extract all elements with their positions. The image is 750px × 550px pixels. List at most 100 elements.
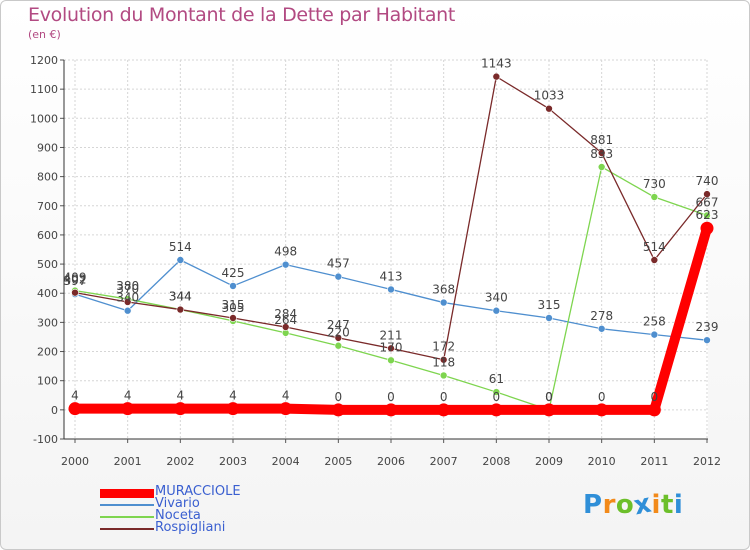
data-label-vivario: 278 <box>590 309 613 323</box>
data-point-muracciole <box>489 403 503 417</box>
x-tick-label: 2000 <box>61 455 89 468</box>
data-label-rospigliani: 740 <box>696 174 719 188</box>
data-label-muracciole: 0 <box>440 390 448 404</box>
x-tick-label: 2003 <box>219 455 247 468</box>
data-label-rospigliani: 402 <box>64 273 87 287</box>
data-point-rospigliani <box>281 323 290 331</box>
data-point-muracciole <box>121 402 135 416</box>
data-point-rospigliani <box>176 305 185 314</box>
data-point-muracciole <box>331 403 345 417</box>
data-label-vivario: 368 <box>432 283 455 297</box>
data-point-rospigliani <box>439 355 448 364</box>
data-label-rospigliani: 315 <box>222 298 245 312</box>
data-label-muracciole: 0 <box>598 390 606 404</box>
y-tick-label: 1000 <box>30 112 58 125</box>
x-tick-label: 2006 <box>377 455 405 468</box>
data-label-rospigliani: 284 <box>274 307 297 321</box>
data-label-noceta: 61 <box>489 372 504 386</box>
data-point-vivario <box>439 298 448 307</box>
data-label-vivario: 498 <box>274 245 297 259</box>
data-point-rospigliani <box>71 288 79 297</box>
data-point-vivario <box>334 272 343 281</box>
data-point-vivario <box>229 282 237 290</box>
data-point-rospigliani <box>387 344 395 353</box>
data-label-muracciole: 0 <box>651 390 659 404</box>
data-point-vivario <box>123 306 132 315</box>
data-point-noceta <box>650 193 659 201</box>
data-point-muracciole <box>68 402 82 416</box>
data-label-noceta: 264 <box>274 313 297 327</box>
data-label-muracciole: 0 <box>335 390 343 404</box>
y-tick-label: 300 <box>37 316 58 329</box>
data-label-vivario: 340 <box>116 291 139 305</box>
y-tick-label: 900 <box>37 141 58 154</box>
y-tick-label: 0 <box>51 404 58 417</box>
data-label-muracciole: 4 <box>177 389 185 403</box>
y-tick-label: 700 <box>37 200 58 213</box>
data-point-rospigliani <box>492 72 501 81</box>
data-label-muracciole: 623 <box>696 208 719 222</box>
data-label-rospigliani: 370 <box>116 282 139 296</box>
x-tick-label: 2009 <box>535 455 563 468</box>
data-point-muracciole <box>437 403 451 417</box>
x-tick-label: 2007 <box>430 455 458 468</box>
data-label-rospigliani: 247 <box>327 318 350 332</box>
data-label-vivario: 315 <box>538 298 561 312</box>
data-point-rospigliani <box>229 314 237 322</box>
x-tick-label: 2008 <box>482 455 510 468</box>
data-label-noceta: 0 <box>545 390 553 404</box>
proxiti-logo: Proxiti <box>583 489 684 522</box>
plot-area <box>64 60 708 439</box>
data-label-muracciole: 0 <box>387 390 395 404</box>
data-point-vivario <box>492 306 501 315</box>
data-label-rospigliani: 172 <box>432 340 455 354</box>
data-label-rospigliani: 344 <box>169 290 192 304</box>
logo-letter: i <box>673 490 684 520</box>
data-label-noceta: 667 <box>696 195 719 209</box>
data-label-muracciole: 4 <box>71 389 79 403</box>
data-point-vivario <box>545 314 553 322</box>
x-tick-label: 2001 <box>114 455 142 468</box>
data-point-muracciole <box>173 402 187 416</box>
data-label-muracciole: 4 <box>282 389 290 403</box>
data-label-vivario: 397 <box>64 274 87 288</box>
data-label-rospigliani: 1143 <box>481 57 512 71</box>
data-point-noceta <box>334 341 343 350</box>
legend-swatch <box>100 528 154 530</box>
data-point-rospigliani <box>123 298 132 306</box>
data-point-muracciole <box>542 403 556 417</box>
y-tick-label: 600 <box>37 229 58 242</box>
data-label-noceta: 409 <box>64 271 87 285</box>
y-tick-label: 1200 <box>30 54 58 67</box>
data-label-noceta: 305 <box>222 301 245 315</box>
legend-label: Rospigliani <box>155 520 226 535</box>
data-point-rospigliani <box>545 104 553 113</box>
data-point-muracciole <box>279 402 293 416</box>
data-point-noceta <box>492 388 501 396</box>
data-point-vivario <box>597 324 606 333</box>
data-label-noceta: 380 <box>116 279 139 293</box>
data-label-vivario: 340 <box>485 291 508 305</box>
data-point-vivario <box>703 336 711 344</box>
data-point-rospigliani <box>597 149 606 157</box>
data-label-muracciole: 0 <box>545 390 553 404</box>
data-label-vivario: 425 <box>222 266 245 280</box>
logo-letter: i <box>651 490 661 520</box>
data-label-muracciole: 4 <box>124 389 132 403</box>
x-tick-label: 2002 <box>166 455 194 468</box>
data-label-vivario: 258 <box>643 315 666 329</box>
y-tick-label: 1100 <box>30 83 58 96</box>
data-point-muracciole <box>226 402 240 416</box>
data-label-vivario: 514 <box>169 240 192 254</box>
legend-label: MURACCIOLE <box>155 484 241 499</box>
data-point-rospigliani <box>334 334 343 342</box>
logo-letter: o <box>615 490 635 520</box>
x-tick-label: 2005 <box>324 455 352 468</box>
logo-letter: r <box>602 490 616 520</box>
logo-letter: P <box>583 490 603 520</box>
legend-label: Noceta <box>155 508 201 523</box>
data-label-noceta: 730 <box>643 177 666 191</box>
data-label-noceta: 220 <box>327 326 350 340</box>
data-point-noceta <box>387 356 395 365</box>
